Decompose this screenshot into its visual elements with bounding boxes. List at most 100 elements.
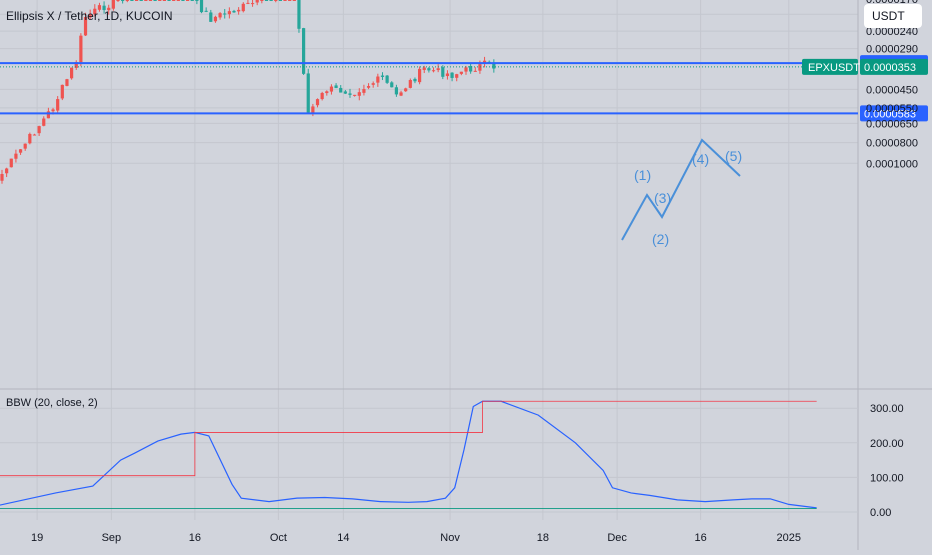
time-axis-label: 18: [537, 532, 549, 544]
candle-body: [297, 0, 301, 29]
candle-body: [339, 87, 343, 93]
wave-label: (5): [725, 148, 742, 164]
time-axis-label: 16: [189, 532, 201, 544]
candle-body: [357, 92, 361, 96]
candle-body: [413, 78, 417, 82]
candle-body: [32, 134, 37, 136]
candle-body: [97, 5, 102, 10]
level-layer[interactable]: 0.00005830.0000339EPXUSDT0.0000353: [0, 55, 928, 122]
candle-body: [283, 0, 287, 1]
price-axis-label: 0.0001000: [866, 158, 918, 170]
candle-body: [28, 133, 32, 144]
wave-projection-path: [621, 138, 741, 241]
symbol-tag: [802, 58, 858, 75]
candle-body: [56, 99, 60, 111]
candle-body: [325, 91, 329, 94]
candle-body: [264, 0, 269, 1]
candle-body: [436, 68, 440, 71]
candle-body: [70, 67, 74, 79]
candle-body: [227, 11, 231, 15]
candle-body: [107, 7, 111, 11]
candle-body: [353, 94, 357, 96]
symbol-tag-label: EPXUSDT: [808, 62, 860, 74]
candle-body: [441, 67, 445, 77]
candle-body: [250, 3, 255, 5]
time-axis-label: Nov: [440, 532, 460, 544]
candle-body: [79, 35, 83, 63]
time-axis-label: 14: [337, 532, 349, 544]
candle-body: [204, 10, 208, 12]
candle-body: [464, 67, 468, 72]
candle-body: [394, 87, 398, 95]
time-axis-label: Oct: [270, 532, 287, 544]
candle-body: [380, 75, 385, 77]
candle-body: [399, 92, 403, 96]
candle-body: [348, 93, 352, 95]
bbw-line: [0, 400, 817, 509]
candle-body: [404, 88, 408, 92]
candle-body: [306, 73, 310, 113]
candle-body: [288, 0, 292, 1]
candle-body: [144, 0, 148, 1]
bbw-axis-label: 0.00: [870, 507, 891, 519]
wave-label: (1): [634, 167, 651, 183]
candle-body: [482, 60, 487, 64]
candle-body: [218, 13, 222, 18]
candle-body: [459, 71, 463, 74]
candle-body: [23, 143, 27, 149]
bbw-layer: [0, 400, 817, 509]
candle-body: [93, 8, 97, 15]
candle-body: [371, 83, 375, 85]
candle-body: [51, 109, 55, 112]
candle-body: [102, 5, 106, 11]
candle-body: [139, 0, 143, 1]
time-axis-label: 19: [31, 532, 43, 544]
indicator-title: BBW (20, close, 2): [6, 397, 98, 409]
bbw-axis-label: 100.00: [870, 472, 904, 484]
price-axis-label: 0.0000650: [866, 118, 918, 130]
candle-body: [223, 13, 227, 15]
candle-body: [125, 0, 129, 1]
candle-body: [181, 0, 185, 1]
candle-body: [148, 0, 153, 1]
candle-body: [431, 70, 436, 72]
level-price-label: 0.0000583: [864, 108, 916, 120]
bbw-highest-expansion: [0, 400, 817, 477]
candle-body: [213, 16, 218, 22]
candle-body: [274, 0, 278, 1]
candle-body: [111, 0, 115, 9]
candle-body: [65, 79, 69, 86]
candle-body: [320, 92, 324, 100]
candle-body: [158, 0, 162, 1]
wave-layer[interactable]: (1) (2) (3) (4) (5): [621, 138, 742, 247]
candle-body: [60, 84, 64, 99]
candle-body: [246, 2, 250, 4]
chart-title: Ellipsis X / Tether, 1D, KUCOIN: [6, 9, 173, 23]
last-price-label: 0.0000353: [864, 62, 916, 74]
candle-body: [241, 3, 245, 12]
candle-body: [134, 0, 139, 1]
candle-body: [478, 64, 482, 71]
candle-body: [176, 0, 180, 1]
candle-body: [9, 158, 13, 168]
candle-body: [88, 13, 92, 18]
candle-body: [292, 0, 296, 1]
candle-body: [190, 0, 194, 1]
candle-body: [366, 86, 371, 88]
candle-body: [278, 0, 282, 1]
candle-body: [46, 111, 50, 119]
candle-body: [260, 0, 264, 1]
last-price-tag: [860, 58, 928, 75]
candle-body: [473, 70, 477, 72]
axis-layer: 0.00010000.00008000.00006500.00005500.00…: [31, 0, 918, 544]
candle-body: [5, 168, 9, 174]
time-axis-label: 16: [695, 532, 707, 544]
wave-label: (3): [654, 190, 671, 206]
price-axis-label: 0.0000550: [866, 103, 918, 115]
candle-body: [130, 0, 134, 1]
candle-body: [18, 149, 23, 153]
currency-button[interactable]: USDT: [864, 4, 922, 28]
